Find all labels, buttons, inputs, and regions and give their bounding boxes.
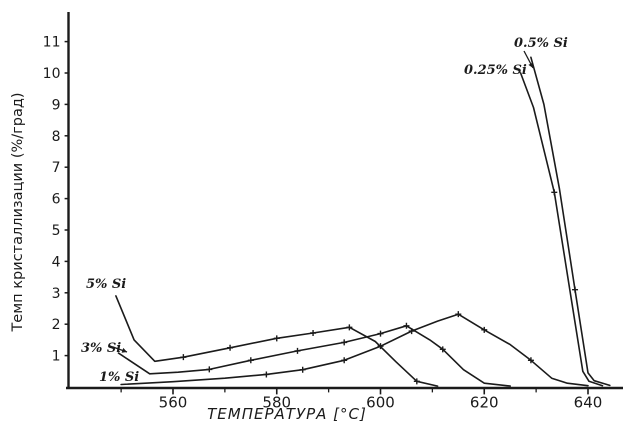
y-tick-label-1: 1 bbox=[52, 349, 61, 365]
marker-0-5-si bbox=[572, 286, 579, 293]
marker-3-si bbox=[403, 322, 410, 329]
curve-label-0-25-si: 0.25% Si bbox=[464, 63, 527, 78]
x-tick-label-640: 640 bbox=[574, 394, 603, 412]
y-tick-label-4: 4 bbox=[52, 254, 61, 270]
marker-1-si bbox=[455, 311, 462, 318]
curve-0-25-si bbox=[519, 72, 604, 387]
y-axis-title: Темп кристаллизации (%/град) bbox=[10, 92, 26, 332]
x-tick-label-560: 560 bbox=[159, 394, 188, 412]
x-axis-title: ТЕМПЕРАТУРА [°C] bbox=[207, 405, 367, 423]
curve-label-5-si: 5% Si bbox=[86, 277, 126, 292]
marker-3-si bbox=[341, 339, 348, 346]
y-tick-label-6: 6 bbox=[52, 192, 61, 208]
marker-5-si bbox=[273, 335, 280, 342]
marker-5-si bbox=[310, 329, 317, 336]
curve-label-3-si: 3% Si bbox=[81, 341, 121, 356]
curve-label-0-5-si: 0.5% Si bbox=[514, 36, 568, 51]
y-tick-label-5: 5 bbox=[52, 223, 61, 239]
marker-5-si bbox=[180, 354, 187, 361]
curve-3-si bbox=[117, 324, 512, 387]
y-tick-label-11: 11 bbox=[43, 35, 61, 51]
curve-0-5-si bbox=[530, 56, 611, 387]
marker-0-25-si bbox=[551, 189, 558, 196]
marker-3-si bbox=[247, 357, 254, 364]
x-tick-label-580: 580 bbox=[262, 394, 291, 412]
marker-5-si bbox=[413, 378, 420, 385]
y-tick-label-2: 2 bbox=[52, 317, 61, 333]
marker-3-si bbox=[294, 347, 301, 354]
y-tick-label-3: 3 bbox=[52, 286, 61, 302]
marker-5-si bbox=[346, 324, 353, 331]
y-tick-label-7: 7 bbox=[52, 160, 61, 176]
x-tick-label-600: 600 bbox=[366, 394, 395, 412]
y-tick-label-8: 8 bbox=[52, 129, 61, 145]
leader-arrowhead-0 bbox=[528, 62, 533, 68]
curve-label-1-si: 1% Si bbox=[99, 370, 139, 385]
curve-5-si bbox=[115, 295, 439, 387]
marker-3-si bbox=[206, 366, 213, 373]
marker-1-si bbox=[408, 328, 415, 335]
marker-1-si bbox=[341, 357, 348, 364]
marker-1-si bbox=[263, 371, 270, 378]
marker-1-si bbox=[481, 326, 488, 333]
marker-1-si bbox=[299, 366, 306, 373]
marker-1-si bbox=[377, 343, 384, 350]
marker-3-si bbox=[439, 346, 446, 353]
marker-1-si bbox=[527, 357, 534, 364]
y-tick-label-9: 9 bbox=[52, 97, 61, 113]
y-tick-label-10: 10 bbox=[43, 66, 61, 82]
marker-3-si bbox=[377, 330, 384, 337]
marker-5-si bbox=[227, 344, 234, 351]
leader-arrowhead-1 bbox=[121, 347, 127, 353]
x-tick-label-620: 620 bbox=[470, 394, 499, 412]
chart-generated-content: 560 580 600 620 640 1 2 3 4 5 6 7 8 9 10 11 0.5% Si 0.25%… bbox=[43, 12, 623, 412]
curve-1-si bbox=[120, 313, 589, 387]
